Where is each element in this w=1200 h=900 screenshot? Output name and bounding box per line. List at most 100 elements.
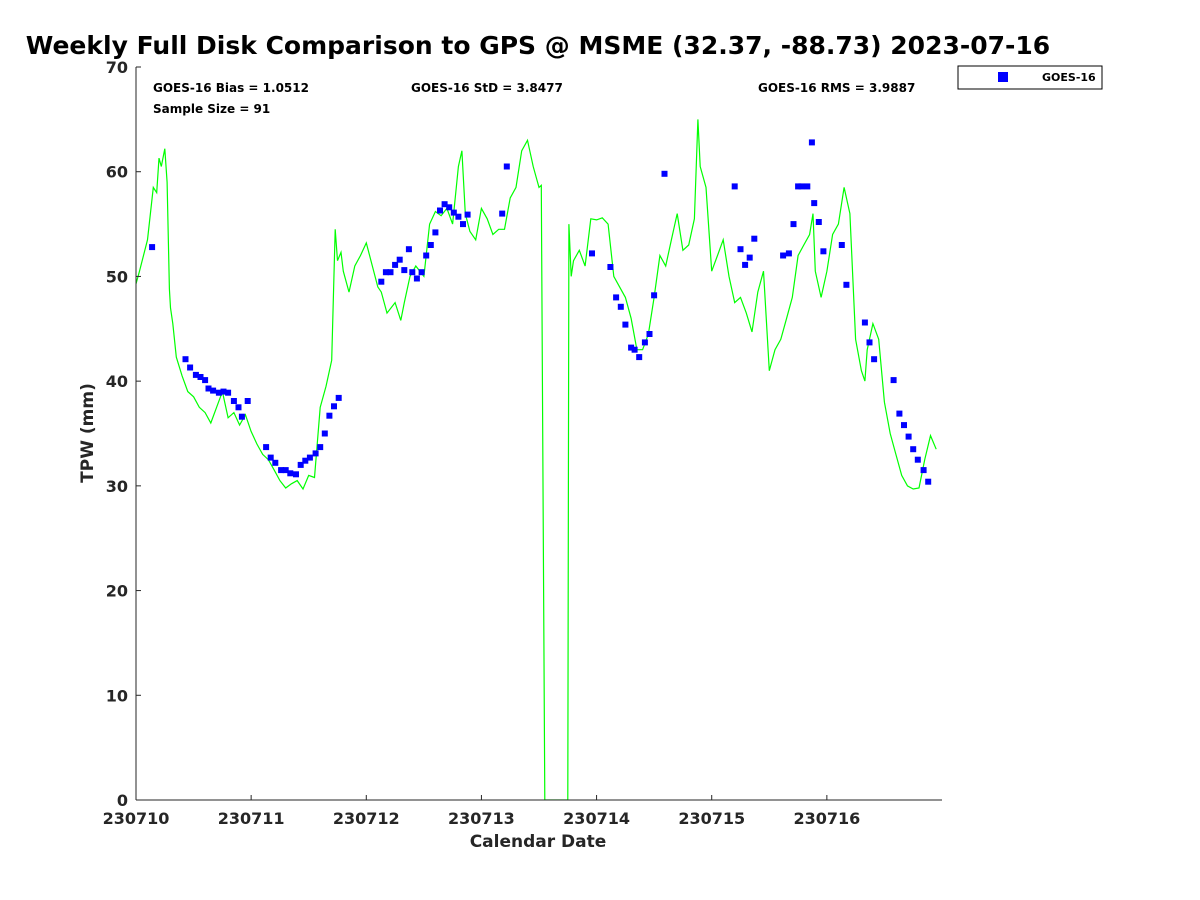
goes16-point: [746, 254, 753, 261]
goes16-point: [820, 248, 827, 255]
x-tick-label: 230712: [333, 809, 400, 828]
goes16-point: [811, 200, 818, 207]
goes16-point: [464, 211, 471, 218]
gps-tpw-line: [136, 119, 937, 800]
goes16-point: [613, 294, 620, 301]
goes16-point: [871, 356, 878, 363]
y-tick-label: 10: [106, 686, 128, 705]
goes16-marker-layer: [149, 139, 932, 485]
chart-title: Weekly Full Disk Comparison to GPS @ MSM…: [26, 31, 1050, 60]
goes16-point: [182, 356, 189, 363]
x-tick-label: 230714: [563, 809, 630, 828]
goes16-point: [418, 269, 425, 276]
goes16-point: [808, 139, 815, 146]
goes16-point: [441, 201, 448, 208]
y-tick-label: 40: [106, 372, 128, 391]
goes16-point: [335, 394, 342, 401]
goes16-point: [636, 354, 643, 361]
goes16-point: [235, 404, 242, 411]
goes16-point: [905, 433, 912, 440]
goes16-point: [499, 210, 506, 217]
goes16-point: [202, 377, 209, 384]
goes16-point: [427, 242, 434, 248]
goes16-point: [843, 281, 850, 288]
goes16-point: [401, 267, 408, 274]
y-tick-label: 50: [106, 267, 128, 286]
goes16-point: [317, 444, 324, 451]
goes16-point: [382, 269, 389, 276]
goes16-point: [326, 412, 333, 419]
y-axis-label: TPW (mm): [78, 383, 98, 483]
goes16-point: [387, 269, 394, 276]
goes16-point: [617, 303, 624, 310]
goes16-point: [423, 252, 430, 259]
goes16-point: [263, 444, 270, 451]
goes16-point: [785, 250, 792, 257]
goes16-point: [901, 422, 907, 429]
goes16-point: [396, 256, 403, 263]
goes16-point: [622, 321, 629, 328]
goes16-point: [278, 467, 285, 474]
tick-labels: 0 10 20 30 40 50 60 70 230710 230711 230712 230713 2…: [103, 58, 861, 828]
goes16-point: [225, 389, 232, 396]
goes16-point: [220, 388, 227, 395]
goes16-point: [230, 398, 237, 404]
stats-annotations: GOES-16 Bias = 1.0512 GOES-16 StD = 3.84…: [153, 81, 915, 116]
x-tick-label: 230711: [218, 809, 285, 828]
goes16-point: [306, 454, 313, 461]
goes16-point: [866, 339, 873, 346]
goes16-point: [798, 183, 805, 190]
goes16-point: [651, 292, 658, 299]
goes16-point: [838, 242, 845, 248]
y-tick-label: 70: [106, 58, 128, 77]
goes16-point: [378, 278, 385, 285]
goes16-point: [641, 339, 648, 346]
goes16-point: [297, 461, 304, 468]
std-stat: GOES-16 StD = 3.8477: [411, 81, 563, 95]
goes16-point: [293, 471, 299, 478]
goes16-point: [244, 398, 251, 404]
goes16-point: [432, 229, 439, 236]
goes16-point: [192, 371, 199, 378]
legend-label: GOES-16: [1042, 71, 1096, 84]
goes16-point: [742, 261, 749, 268]
goes16-point: [795, 183, 802, 190]
goes16-point: [455, 213, 462, 220]
goes16-point: [460, 221, 466, 228]
goes16-point: [861, 319, 868, 326]
goes16-point: [287, 470, 294, 477]
goes16-point: [392, 261, 399, 268]
goes16-point: [450, 209, 457, 216]
goes16-point: [312, 450, 319, 457]
goes16-point: [896, 410, 903, 417]
goes16-point: [920, 467, 927, 474]
goes16-point: [925, 478, 932, 485]
y-tick-label: 30: [106, 477, 128, 496]
x-axis-label: Calendar Date: [470, 832, 607, 852]
sample-size-stat: Sample Size = 91: [153, 102, 270, 116]
x-tick-label: 230713: [448, 809, 515, 828]
goes16-point: [790, 221, 797, 228]
goes16-point: [780, 252, 787, 259]
y-tick-label: 60: [106, 163, 128, 182]
goes16-point: [607, 264, 614, 270]
legend: GOES-16: [957, 65, 1103, 90]
goes16-point: [405, 246, 412, 253]
y-tick-label: 20: [106, 582, 128, 601]
goes16-point: [409, 269, 416, 276]
x-tick-label: 230715: [678, 809, 745, 828]
goes16-point: [321, 430, 328, 437]
goes16-point: [187, 364, 194, 371]
goes16-point: [437, 207, 443, 214]
goes16-point: [503, 163, 510, 170]
goes16-point: [815, 219, 822, 225]
goes16-point: [267, 454, 274, 461]
goes16-point: [890, 377, 897, 384]
goes16-point: [302, 457, 309, 464]
goes16-point: [646, 331, 653, 337]
goes16-point: [631, 346, 638, 353]
plot-area: 0 10 20 30 40 50 60 70 230710 230711 230712 230713 2…: [103, 58, 942, 828]
goes16-point: [149, 244, 156, 251]
goes16-point: [731, 183, 738, 190]
